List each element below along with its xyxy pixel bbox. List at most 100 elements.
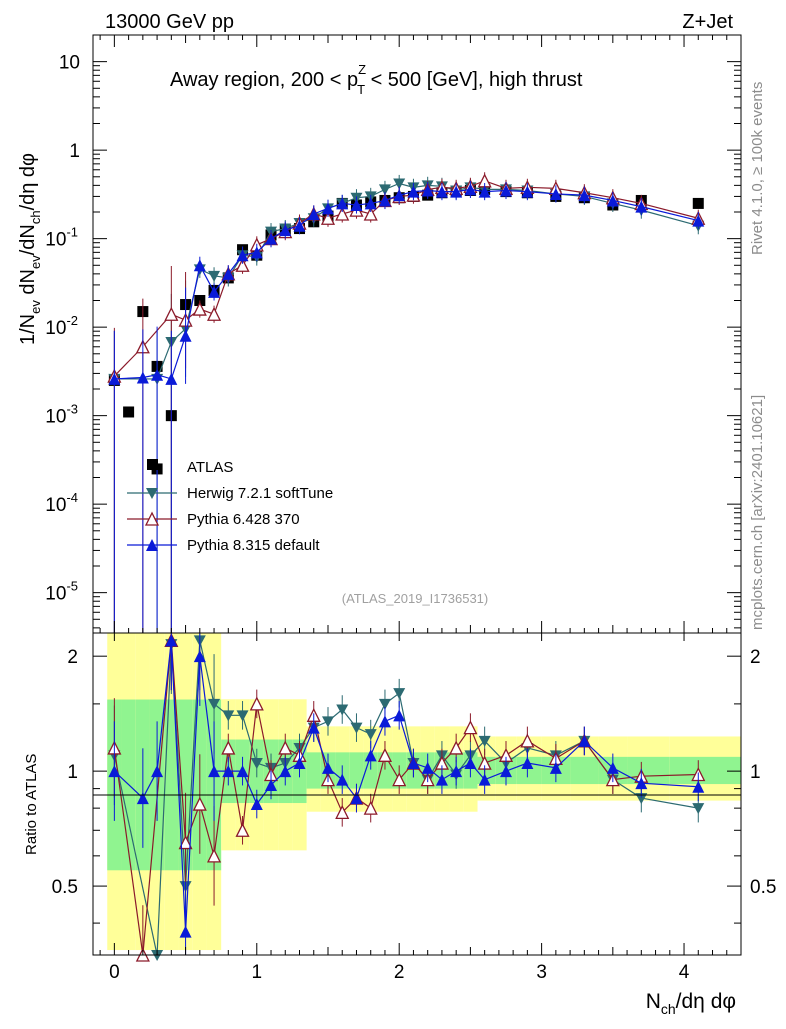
pythia8-main-point xyxy=(321,202,334,215)
herwig-main-point xyxy=(393,178,406,190)
band-inner-bin xyxy=(363,752,378,789)
pythia8-ratio-point xyxy=(378,715,391,728)
herwig-ratio-point xyxy=(321,716,334,728)
herwig-ratio-point xyxy=(222,710,235,722)
ratio-axis-title: Ratio to ATLAS xyxy=(23,754,40,855)
pythia8-ratio-point xyxy=(393,709,406,722)
pythia8-ratio-point xyxy=(293,757,306,770)
legend-pythia6-label: Pythia 6.428 370 xyxy=(187,511,300,528)
pythia8-main-point xyxy=(606,194,619,207)
ratio-plot-series xyxy=(107,632,706,962)
energy-label: 13000 GeV pp xyxy=(105,11,234,33)
pythia8-main-point xyxy=(222,267,235,280)
axis-ticks: 0 1 2 3 4 10 1 10-1 10-2 10-3 10-4 10-5 2 2 1 1 0.5 0.5 xyxy=(45,34,776,983)
pythia8-ratio-point xyxy=(421,761,434,774)
pythia6-ratio-point xyxy=(207,848,222,863)
x-tick-label: 0 xyxy=(109,962,120,983)
pythia8-main-point xyxy=(635,200,648,213)
pythia6-ratio-point xyxy=(335,804,350,819)
pythia8-ratio-point xyxy=(350,792,363,805)
pythia8-ratio-point xyxy=(108,765,121,778)
pythia8-ratio-point xyxy=(606,761,619,774)
pythia6-ratio-point xyxy=(235,822,250,837)
data-main-point xyxy=(692,197,704,209)
subtitle-sup: Z xyxy=(358,62,366,77)
pythia8-main-point xyxy=(500,184,513,197)
analysis-watermark: (ATLAS_2019_I1736531) xyxy=(342,591,488,606)
pythia8-ratio-point xyxy=(549,761,562,774)
pythia8-main-point xyxy=(179,329,192,342)
pythia8-main-point xyxy=(293,219,306,232)
band-inner-bin xyxy=(627,756,670,785)
pythia8-ratio-point xyxy=(193,650,206,663)
legend-pythia6-marker xyxy=(144,511,160,526)
pythia8-main-point xyxy=(336,197,349,210)
ratio-tick-label-right: 0.5 xyxy=(750,877,776,898)
pythia8-main-point xyxy=(279,224,292,237)
ratio-tick-label: 1 xyxy=(67,762,78,783)
pythia6-ratio-point xyxy=(520,733,535,748)
band-inner-bin xyxy=(669,756,741,785)
process-label: Z+Jet xyxy=(682,11,733,33)
pythia8-main-point xyxy=(521,185,534,198)
pythia8-ratio-point xyxy=(307,721,320,734)
pythia6-ratio-point xyxy=(249,696,264,711)
pythia8-ratio-point xyxy=(435,773,448,786)
legend-herwig-marker xyxy=(146,488,158,499)
x-tick-label: 2 xyxy=(394,962,405,983)
pythia8-main-point xyxy=(136,371,149,384)
pythia6-main-point xyxy=(192,301,207,316)
pythia8-main-point xyxy=(692,214,705,227)
pythia6-main-point xyxy=(164,306,179,321)
y-tick-label: 10-3 xyxy=(45,402,78,428)
pythia8-main-point xyxy=(549,187,562,200)
data-main-point xyxy=(123,406,135,418)
pythia8-main-point xyxy=(236,249,249,262)
pythia8-main-point xyxy=(165,372,178,385)
pythia8-main-point xyxy=(208,285,221,298)
pythia8-ratio-point xyxy=(464,757,477,770)
pythia8-ratio-point xyxy=(222,765,235,778)
pythia6-ratio-point xyxy=(363,800,378,815)
pythia8-ratio-point xyxy=(500,765,513,778)
ratio-tick-label: 0.5 xyxy=(52,877,78,898)
pythia8-main-point xyxy=(307,207,320,220)
herwig-ratio-point xyxy=(478,735,491,747)
pythia8-ratio-point xyxy=(165,634,178,647)
pythia8-main-point xyxy=(193,259,206,272)
pythia8-main-point xyxy=(364,197,377,210)
pythia8-main-point xyxy=(464,183,477,196)
legend-data-marker xyxy=(147,459,158,470)
herwig-ratio-point xyxy=(364,729,377,741)
pythia8-main-point xyxy=(450,185,463,198)
pythia8-ratio-point xyxy=(578,734,591,747)
pythia8-ratio-point xyxy=(208,765,221,778)
herwig-ratio-point xyxy=(250,758,263,770)
ratio-plot-frame xyxy=(92,632,742,956)
herwig-ratio-point xyxy=(692,803,705,815)
pythia8-ratio-point xyxy=(336,773,349,786)
pythia8-main-point xyxy=(108,372,121,385)
ratio-tick-label-right: 1 xyxy=(750,762,761,783)
herwig-main-point xyxy=(208,270,221,282)
x-tick-label: 1 xyxy=(251,962,262,983)
pythia8-ratio-point xyxy=(179,925,192,938)
subtitle-sub: T xyxy=(357,82,365,97)
legend-pythia8-label: Pythia 8.315 default xyxy=(187,537,320,554)
subtitle-post: < 500 [GeV], high thrust xyxy=(365,69,583,91)
pythia8-main-point xyxy=(393,189,406,202)
pythia8-ratio-point xyxy=(136,792,149,805)
y-tick-label: 10-1 xyxy=(45,225,78,251)
x-tick-label: 3 xyxy=(536,962,547,983)
pythia8-ratio-point xyxy=(407,757,420,770)
pythia6-main-point xyxy=(235,257,250,272)
pythia6-ratio-point xyxy=(221,740,236,755)
pythia8-ratio-point xyxy=(151,765,164,778)
y-tick-label: 10-4 xyxy=(45,490,78,516)
pythia8-main-point xyxy=(350,198,363,211)
pythia8-ratio-point xyxy=(364,749,377,762)
herwig-ratio-point xyxy=(635,793,648,805)
pythia6-ratio-point xyxy=(449,740,464,755)
subtitle-pre: Away region, 200 < p xyxy=(170,69,358,91)
x-tick-label: 4 xyxy=(679,962,690,983)
